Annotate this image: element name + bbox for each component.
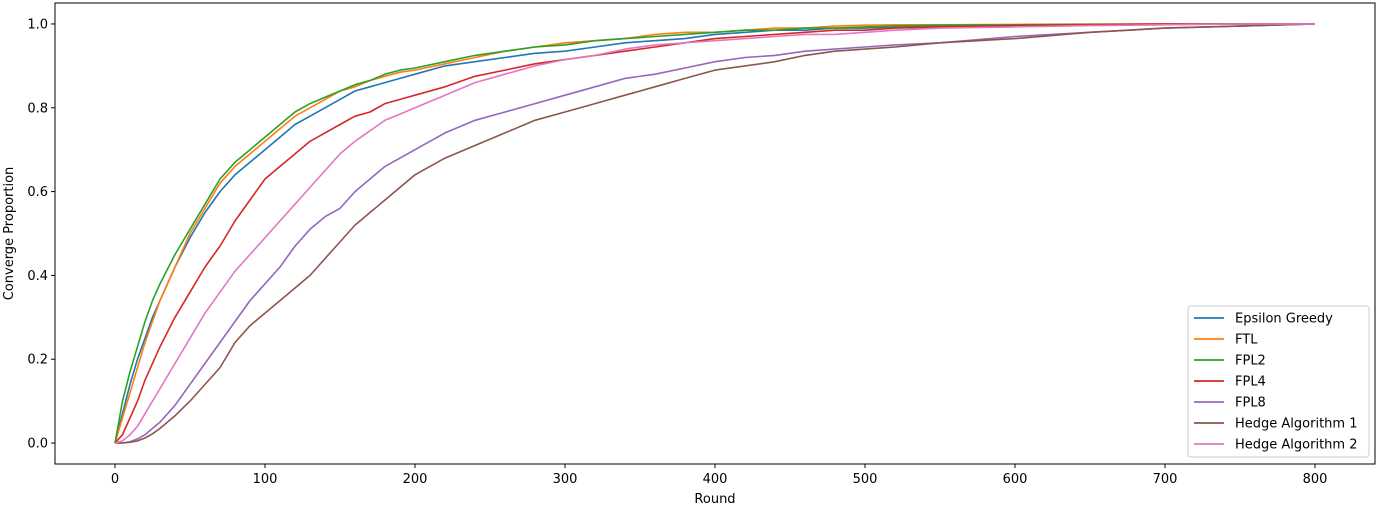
x-tick-label: 300 (553, 472, 578, 487)
series-layer (114, 23, 1316, 444)
y-tick-label: 0.0 (27, 437, 48, 452)
y-axis: 0.0 0.2 0.4 0.6 0.8 1.0 (27, 17, 55, 452)
legend-label: Hedge Algorithm 1 (1235, 417, 1357, 432)
y-tick-label: 0.8 (27, 101, 48, 116)
x-tick-label: 0 (111, 472, 119, 487)
legend-label: FPL4 (1235, 375, 1266, 390)
series-line-7 (114, 23, 1315, 444)
y-tick-label: 0.6 (27, 185, 48, 200)
legend-label: Hedge Algorithm 2 (1235, 438, 1357, 453)
series-line-3 (114, 23, 1315, 444)
x-axis-label: Round (694, 492, 735, 506)
legend-label: FPL2 (1235, 354, 1266, 369)
x-tick-label: 600 (1003, 472, 1028, 487)
series-line-6 (115, 23, 1316, 444)
y-tick-label: 1.0 (27, 17, 48, 32)
y-tick-label: 0.4 (27, 269, 48, 284)
legend: Epsilon Greedy FTL FPL2 FPL4 FPL8 Hedge Algor… (1187, 305, 1370, 458)
series-line-5 (115, 23, 1316, 444)
y-axis-label: Converge Proportion (2, 167, 17, 301)
legend-label: Epsilon Greedy (1235, 312, 1333, 327)
x-tick-label: 400 (703, 472, 728, 487)
series-line-4 (114, 23, 1315, 444)
x-tick-label: 100 (253, 472, 278, 487)
x-tick-label: 800 (1303, 472, 1328, 487)
y-tick-label: 0.2 (27, 353, 48, 368)
plot-area (55, 3, 1375, 464)
legend-label: FTL (1235, 333, 1258, 348)
x-tick-label: 200 (403, 472, 428, 487)
legend-box (1187, 305, 1370, 458)
series-line-2 (114, 23, 1315, 444)
x-tick-label: 700 (1153, 472, 1178, 487)
x-axis: 0 100 200 300 400 500 600 700 800 (111, 464, 1328, 487)
legend-label: FPL8 (1235, 396, 1266, 411)
x-tick-label: 500 (853, 472, 878, 487)
